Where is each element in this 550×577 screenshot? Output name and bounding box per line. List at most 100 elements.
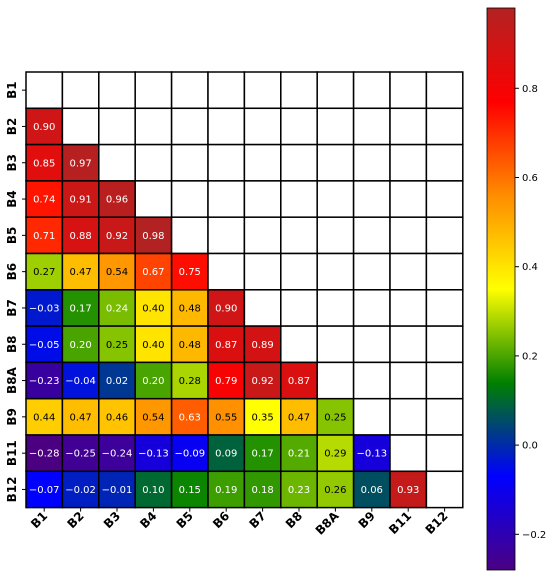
empty-cell	[425, 143, 464, 182]
empty-cell	[61, 107, 100, 146]
y-tick-label: B6	[5, 263, 19, 281]
cell-value-label: 0.97	[69, 158, 91, 169]
heatmap-cell	[134, 252, 173, 291]
cell-value-label: 0.47	[69, 267, 91, 278]
empty-cell	[243, 71, 282, 110]
empty-cell	[243, 107, 282, 146]
empty-cell	[352, 71, 391, 110]
empty-cell	[389, 180, 428, 218]
empty-cell	[207, 180, 246, 218]
empty-cell	[316, 361, 355, 400]
heatmap-cell	[25, 397, 64, 436]
cell-value-label: 0.93	[397, 485, 419, 496]
cell-value-label: 0.23	[288, 485, 310, 496]
cell-value-label: 0.48	[179, 303, 201, 314]
colorbar-tick-label: −0.2	[522, 530, 546, 541]
empty-cell	[316, 216, 355, 255]
heatmap-cell	[280, 361, 318, 400]
cell-value-label: 0.47	[288, 412, 310, 423]
empty-cell	[134, 180, 173, 218]
x-tick-labels: B1 B2 B3 B4 B5 B6 B7 B8 B8A B9 B11 B12	[28, 507, 451, 538]
empty-cell	[280, 143, 318, 182]
empty-cell	[316, 289, 355, 327]
cell-value-label: 0.63	[179, 412, 201, 423]
cell-value-label: 0.96	[106, 195, 128, 206]
empty-cell	[425, 361, 464, 400]
empty-cell	[389, 252, 428, 291]
cell-value-label: 0.46	[106, 412, 128, 423]
heatmap-cell	[61, 325, 100, 364]
empty-cell	[425, 107, 464, 146]
cell-value-label: 0.35	[251, 412, 273, 423]
heatmap-cell	[207, 289, 246, 327]
cell-value-label: 0.92	[106, 231, 128, 242]
heatmap-cell	[98, 180, 136, 218]
empty-cell	[280, 252, 318, 291]
empty-cell	[425, 397, 464, 436]
heatmap-cell	[61, 289, 100, 327]
empty-cell	[280, 107, 318, 146]
y-tick-label: B7	[5, 299, 19, 317]
heatmap-cell	[61, 216, 100, 255]
empty-cell	[98, 107, 136, 146]
empty-cell	[207, 252, 246, 291]
x-tick-label: B3	[101, 509, 123, 531]
cell-value-label: 0.71	[33, 231, 55, 242]
empty-cell	[98, 143, 136, 182]
empty-cell	[352, 289, 391, 327]
cell-value-label: 0.25	[324, 412, 346, 423]
empty-cell	[389, 361, 428, 400]
cell-value-label: 0.54	[106, 267, 128, 278]
cell-value-label: 0.21	[288, 449, 310, 460]
empty-cell	[243, 216, 282, 255]
heatmap-cell	[352, 434, 391, 473]
empty-cell	[425, 71, 464, 110]
x-tick-label: B5	[174, 509, 196, 531]
empty-cell	[425, 289, 464, 327]
cell-value-label: 0.85	[33, 158, 55, 169]
empty-cell	[389, 71, 428, 110]
heatmap-cell	[134, 216, 173, 255]
cell-value-label: 0.25	[106, 340, 128, 351]
cell-value-label: 0.89	[251, 340, 273, 351]
x-tick-label: B8	[283, 509, 305, 531]
cell-value-label: 0.20	[69, 340, 91, 351]
empty-cell	[170, 216, 209, 255]
colorbar-gradient	[486, 7, 516, 571]
y-tick-label: B11	[5, 440, 19, 466]
heatmap-cell	[207, 325, 246, 364]
empty-cell	[352, 252, 391, 291]
cell-value-label: 0.90	[215, 303, 237, 314]
empty-cell	[207, 107, 246, 146]
heatmap-cell	[25, 434, 64, 473]
cell-value-label: 0.88	[69, 231, 91, 242]
x-tick-label: B1	[28, 509, 50, 531]
empty-cell	[352, 397, 391, 436]
colorbar-tick-label: 0.2	[522, 351, 538, 362]
empty-cell	[389, 397, 428, 436]
empty-cell	[389, 289, 428, 327]
cell-value-label: 0.47	[69, 412, 91, 423]
empty-cell	[61, 71, 100, 110]
empty-cell	[352, 107, 391, 146]
heatmap-cell	[98, 434, 136, 473]
cell-value-label: −0.02	[65, 485, 96, 496]
y-tick-label: B8A	[5, 366, 19, 393]
empty-cell	[170, 71, 209, 110]
y-tick-label: B4	[5, 190, 19, 208]
y-tick-labels: B1 B2 B3 B4 B5 B6 B7 B8 B8A B9 B11 B12	[5, 81, 26, 502]
cell-value-label: 0.98	[142, 231, 164, 242]
cell-value-label: −0.23	[29, 376, 60, 387]
heatmap-cell	[134, 470, 173, 509]
cell-value-label: 0.28	[179, 376, 201, 387]
empty-cell	[98, 71, 136, 110]
empty-cell	[425, 325, 464, 364]
empty-cell	[352, 361, 391, 400]
y-tick-label: B9	[5, 408, 19, 426]
empty-cell	[280, 289, 318, 327]
cell-value-label: 0.54	[142, 412, 164, 423]
cell-value-label: −0.28	[29, 449, 60, 460]
cell-value-label: −0.01	[102, 485, 133, 496]
heatmap-cell	[316, 397, 355, 436]
y-tick-label: B3	[5, 154, 19, 172]
